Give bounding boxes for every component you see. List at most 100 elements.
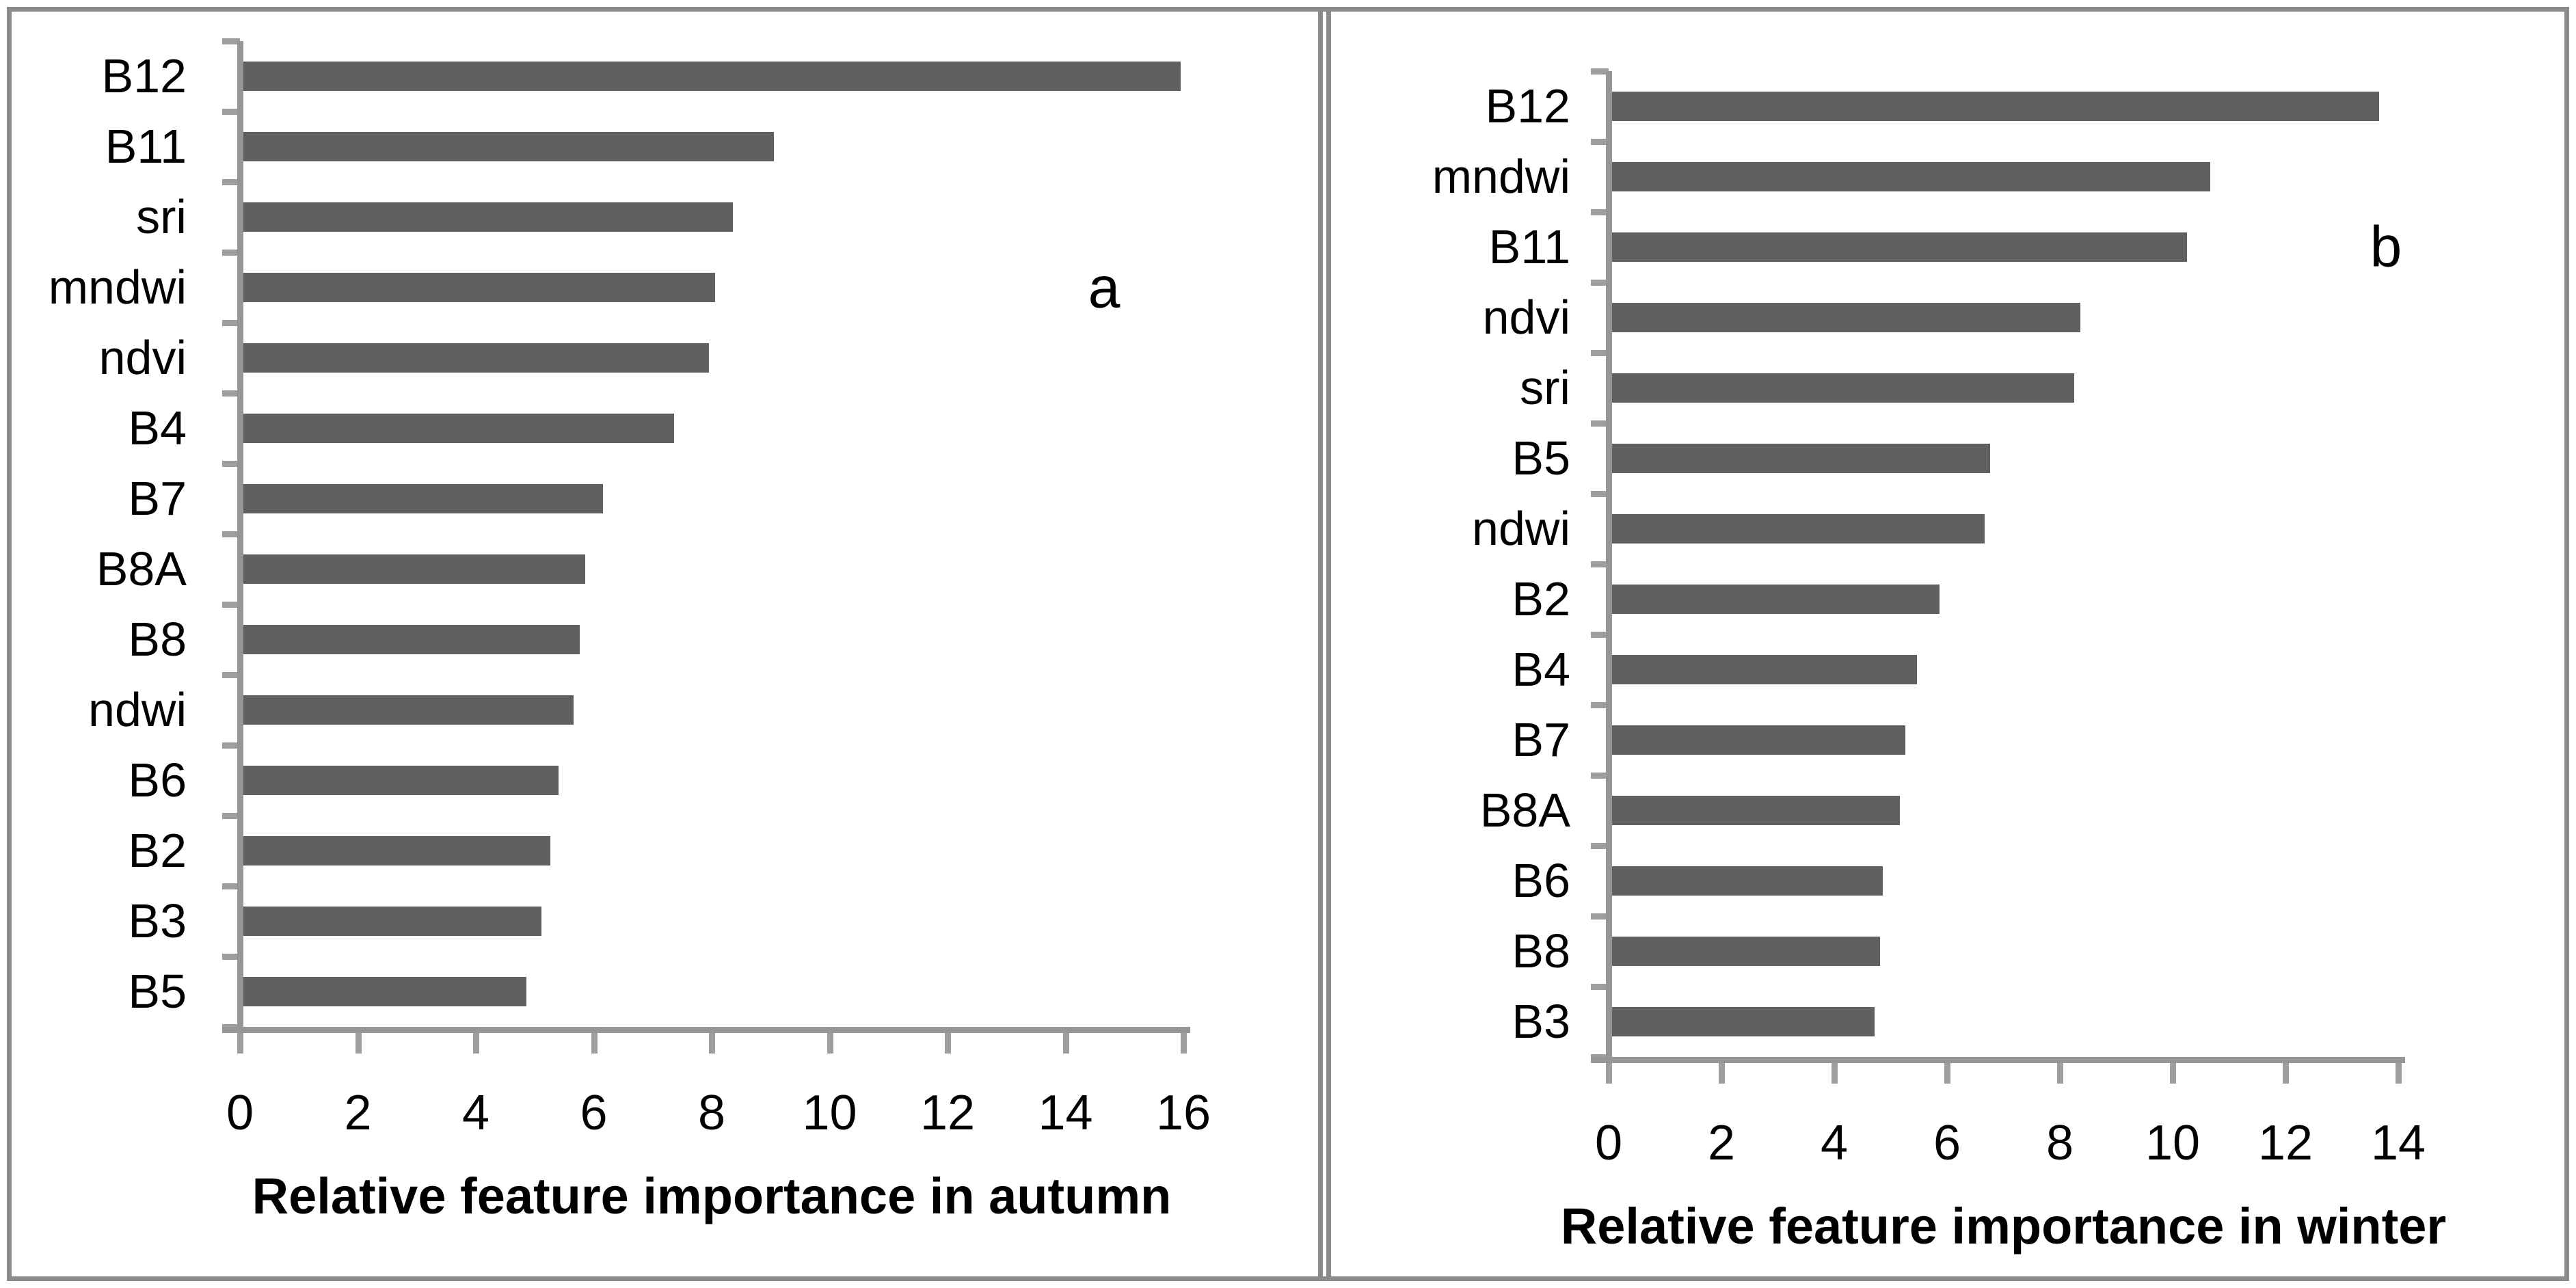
x-tick-label: 4: [1820, 1116, 1849, 1170]
bar-b7: [1612, 725, 1905, 755]
category-label: B6: [128, 753, 187, 807]
y-axis-tick: [1591, 420, 1609, 427]
x-tick-label: 12: [920, 1086, 976, 1140]
category-label: B8: [1512, 924, 1570, 978]
x-axis-tick: [827, 1033, 833, 1054]
x-axis-tick: [2057, 1063, 2063, 1084]
x-axis-tick: [237, 1033, 243, 1054]
y-axis-tick: [1591, 350, 1609, 356]
y-axis-tick: [1591, 209, 1609, 215]
y-axis-tick: [222, 320, 240, 326]
bar-b4: [243, 414, 674, 443]
category-label: ndwi: [1472, 502, 1570, 555]
bar-b6: [243, 766, 559, 795]
category-label: ndwi: [88, 683, 187, 736]
bar-b12: [243, 62, 1181, 91]
bar-b3: [243, 907, 541, 936]
y-axis-tick: [222, 883, 240, 889]
y-axis-tick: [1591, 843, 1609, 849]
category-label: B2: [1512, 572, 1570, 626]
figure-frame: B12 B11 sri mndwi ndvi B4 B7 B8A B8 ndwi B6 B2 B3 B5 0…: [7, 7, 2569, 1281]
category-label: B2: [128, 824, 187, 877]
y-axis-tick: [222, 109, 240, 115]
y-axis-tick: [222, 954, 240, 960]
category-label: B4: [1512, 643, 1570, 696]
x-tick-label: 2: [1707, 1116, 1736, 1170]
x-axis-line: [222, 1027, 1190, 1033]
x-axis-tick: [709, 1033, 715, 1054]
y-axis-tick: [1591, 68, 1609, 75]
y-axis-tick: [222, 390, 240, 397]
category-label: B12: [1485, 79, 1570, 133]
y-axis-tick: [222, 742, 240, 749]
x-axis-tick: [945, 1033, 951, 1054]
category-label: B3: [128, 894, 187, 948]
y-axis-line: [1606, 71, 1612, 1063]
x-tick-label: 2: [344, 1086, 372, 1140]
panel-autumn: B12 B11 sri mndwi ndvi B4 B7 B8A B8 ndwi B6 B2 B3 B5 0…: [12, 12, 1323, 1276]
x-tick-label: 14: [2370, 1116, 2426, 1170]
category-label: mndwi: [48, 260, 187, 314]
bar-b2: [243, 836, 550, 866]
bar-ndwi: [1612, 514, 1985, 544]
category-label: B5: [1512, 431, 1570, 485]
y-axis-tick: [222, 250, 240, 256]
panel-letter-b: b: [2370, 214, 2402, 279]
category-label: B7: [128, 472, 187, 525]
y-axis-tick: [1591, 561, 1609, 567]
category-label: sri: [136, 190, 187, 243]
bar-b2: [1612, 585, 1940, 614]
bar-sri: [1612, 373, 2074, 403]
y-axis-tick: [222, 602, 240, 608]
y-axis-tick: [222, 461, 240, 467]
x-axis-title: Relative feature importance in autumn: [252, 1168, 1172, 1224]
y-axis-line: [237, 41, 243, 1033]
bar-ndvi: [243, 343, 709, 373]
x-axis-tick: [2170, 1063, 2176, 1084]
x-tick-label: 0: [226, 1086, 254, 1140]
x-axis-tick: [1062, 1033, 1069, 1054]
bar-b5: [1612, 444, 1990, 473]
y-axis-tick: [1591, 984, 1609, 990]
category-label: B8: [128, 613, 187, 666]
y-axis-tick: [1591, 491, 1609, 497]
x-tick-label: 8: [697, 1086, 726, 1140]
y-axis-tick: [222, 179, 240, 185]
bar-b11: [1612, 232, 2187, 262]
x-axis-tick: [2396, 1063, 2402, 1084]
category-label: B3: [1512, 995, 1570, 1048]
x-tick-label: 16: [1155, 1086, 1211, 1140]
bar-b8a: [243, 554, 585, 584]
y-axis-tick: [222, 672, 240, 678]
x-axis-tick: [355, 1033, 362, 1054]
category-label: B4: [128, 401, 187, 455]
x-tick-label: 12: [2257, 1116, 2313, 1170]
bar-b6: [1612, 866, 1883, 896]
y-axis-tick: [1591, 280, 1609, 286]
category-label: B11: [1488, 220, 1570, 273]
category-label: B6: [1512, 854, 1570, 907]
x-tick-label: 8: [2045, 1116, 2074, 1170]
x-tick-label: 10: [802, 1086, 857, 1140]
x-axis-tick: [591, 1033, 598, 1054]
bar-b7: [243, 484, 603, 513]
category-label: ndvi: [98, 331, 187, 384]
panel-winter: B12 mndwi B11 ndvi sri B5 ndwi B2 B4 B7 B8A B6 B8 B3 0…: [1326, 12, 2564, 1276]
bar-sri: [243, 202, 733, 232]
x-axis-title: Relative feature importance in winter: [1560, 1198, 2447, 1255]
y-axis-tick: [222, 531, 240, 537]
category-label: B11: [105, 120, 187, 173]
bar-b8: [1612, 937, 1880, 966]
y-axis-tick: [1591, 632, 1609, 638]
category-label: B12: [101, 49, 187, 103]
x-axis-tick: [473, 1033, 479, 1054]
x-axis-line: [1591, 1057, 2405, 1063]
y-axis-tick: [222, 813, 240, 819]
x-tick-label: 4: [461, 1086, 490, 1140]
x-axis-tick: [1181, 1033, 1187, 1054]
panel-letter-a: a: [1088, 255, 1121, 320]
bar-b11: [243, 132, 774, 161]
x-tick-label: 6: [1933, 1116, 1961, 1170]
category-label: B7: [1512, 713, 1570, 766]
x-axis-tick: [2283, 1063, 2289, 1084]
